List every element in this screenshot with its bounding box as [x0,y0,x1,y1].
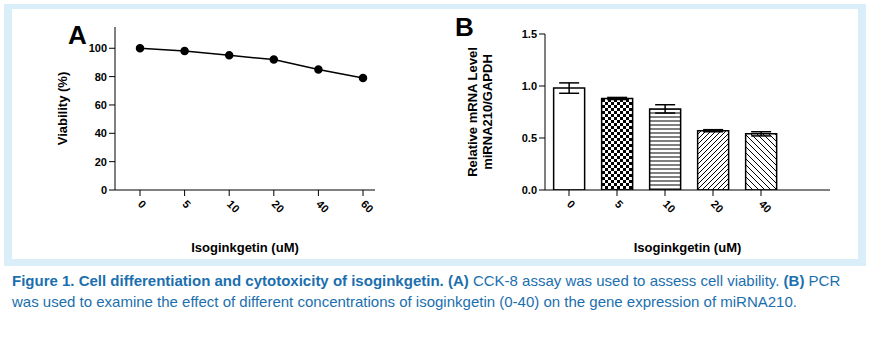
svg-text:0.0: 0.0 [522,184,537,196]
svg-text:40: 40 [95,127,107,139]
svg-text:20: 20 [709,198,726,215]
svg-text:0.5: 0.5 [522,132,537,144]
svg-text:0: 0 [565,198,578,211]
svg-text:10: 10 [225,198,242,215]
html-text:Figure 1. Cell differentiation: Figure 1. Cell differentiation and cytot… [12,272,841,310]
svg-text:1.0: 1.0 [522,80,537,92]
svg-text:40: 40 [314,198,331,215]
svg-text:80: 80 [95,71,107,83]
svg-text:Relative mRNA LevelmiRNA210/GA: Relative mRNA LevelmiRNA210/GAPDH [465,47,495,177]
svg-text:5: 5 [180,198,193,211]
svg-text:Isoginkgetin (uM): Isoginkgetin (uM) [191,240,299,255]
svg-text:100: 100 [89,42,107,54]
html-text:B: B [455,12,474,42]
svg-text:Viability (%): Viability (%) [55,72,70,145]
svg-text:5: 5 [613,198,626,211]
svg-text:40: 40 [757,198,774,215]
svg-text:20: 20 [270,198,287,215]
html-text:A: A [68,20,87,50]
svg-text:60: 60 [359,198,376,215]
svg-text:10: 10 [661,198,678,215]
svg-text:1.5: 1.5 [522,28,537,40]
svg-text:0: 0 [136,198,149,211]
svg-text:Isoginkgetin (uM): Isoginkgetin (uM) [634,240,742,255]
svg-text:20: 20 [95,156,107,168]
svg-text:60: 60 [95,99,107,111]
svg-text:0: 0 [101,184,107,196]
